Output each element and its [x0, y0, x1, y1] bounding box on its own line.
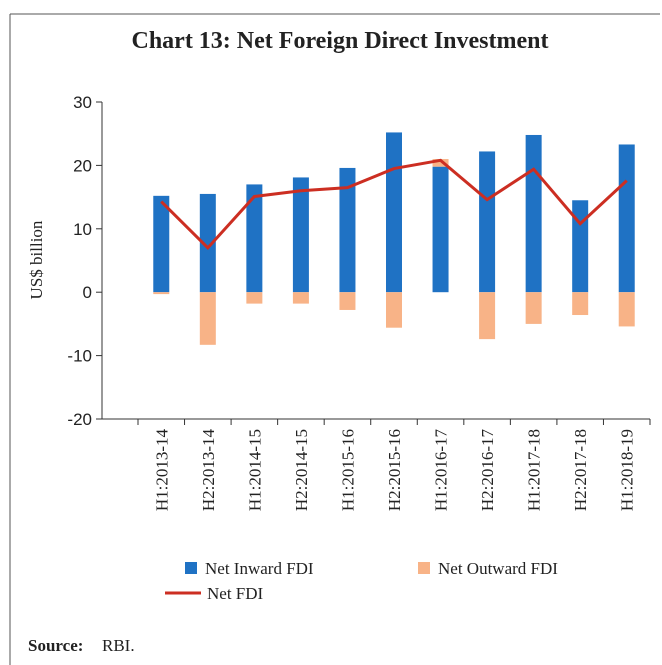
x-tick-label: H1:2017-18 — [525, 429, 544, 511]
bar — [618, 144, 635, 293]
bar — [386, 132, 402, 293]
x-tick-label: H2:2017-18 — [571, 429, 590, 511]
y-tick-label: 0 — [83, 283, 92, 302]
bar — [246, 292, 263, 304]
x-tick-label: H1:2016-17 — [432, 429, 451, 512]
x-tick-label: H1:2014-15 — [245, 429, 264, 511]
y-tick-label: 30 — [73, 93, 92, 112]
bar — [153, 195, 170, 293]
frame — [9, 13, 660, 665]
chart-title: Chart 13: Net Foreign Direct Investment — [131, 28, 548, 54]
bar — [479, 151, 496, 293]
bar — [432, 159, 449, 167]
x-tick-label: H2:2013-14 — [199, 429, 218, 512]
bar — [339, 292, 356, 310]
legend-label: Net Inward FDI — [205, 559, 314, 578]
bar — [432, 166, 449, 293]
y-tick-label: -10 — [67, 347, 92, 366]
bar — [153, 292, 170, 295]
y-tick-label: 10 — [73, 220, 92, 239]
bar — [199, 292, 216, 345]
legend-label: Net FDI — [207, 584, 264, 603]
x-tick-label: H1:2018-19 — [618, 429, 637, 511]
bar — [525, 134, 542, 293]
bar — [525, 292, 542, 324]
legend-label: Net Outward FDI — [438, 559, 558, 578]
x-tick-label: H1:2013-14 — [152, 429, 171, 512]
y-tick-label: 20 — [73, 156, 92, 175]
bar — [292, 292, 309, 304]
bar — [292, 177, 309, 293]
legend-swatch — [185, 562, 197, 574]
x-tick-label: H2:2014-15 — [292, 429, 311, 511]
bar — [199, 193, 216, 293]
source: RBI. — [102, 636, 135, 655]
bar — [572, 200, 589, 293]
bar — [246, 184, 263, 293]
bar — [339, 167, 356, 293]
line — [160, 158, 628, 250]
bar — [479, 292, 496, 340]
bar — [572, 292, 589, 316]
x-tick-label: H2:2016-17 — [478, 429, 497, 512]
x-tick-label: H2:2015-16 — [385, 429, 404, 511]
bar — [618, 292, 635, 327]
source-label: Source: — [28, 636, 83, 655]
y-tick-label: -20 — [67, 410, 92, 429]
bar — [386, 292, 402, 328]
legend-swatch — [418, 562, 430, 574]
y-axis-label: US$ billion — [27, 220, 46, 299]
x-tick-label: H1:2015-16 — [338, 429, 357, 511]
